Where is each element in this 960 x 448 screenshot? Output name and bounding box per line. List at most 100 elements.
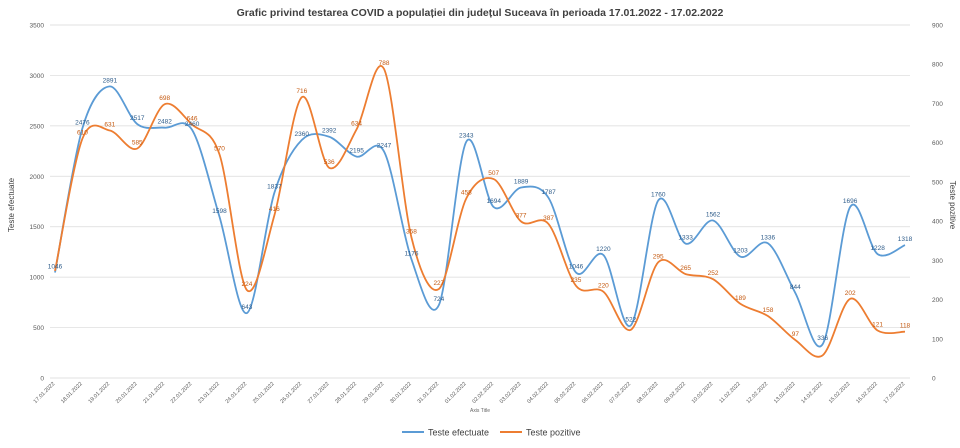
data-label: 716 [296, 88, 307, 95]
y2-tick-label: 600 [932, 140, 943, 147]
x-tick-label: 19.01.2022 [88, 381, 112, 405]
x-tick-label: 08.02.2022 [636, 381, 660, 405]
chart-title: Grafic privind testarea COVID a populați… [237, 7, 724, 19]
y2-tick-label: 0 [932, 376, 936, 383]
data-label: 844 [790, 284, 801, 291]
data-label: 1046 [569, 264, 584, 271]
data-label: 118 [900, 323, 911, 330]
x-tick-label: 05.02.2022 [554, 381, 578, 405]
data-label: 1220 [596, 246, 611, 253]
x-tick-label: 04.02.2022 [526, 381, 550, 405]
x-tick-label: 02.02.2022 [471, 381, 495, 405]
data-label: 1176 [404, 250, 418, 257]
x-tick-label: 06.02.2022 [581, 381, 605, 405]
data-label: 1598 [212, 208, 227, 215]
data-label: 220 [598, 283, 609, 290]
y2-tick-label: 700 [932, 101, 943, 108]
data-label: 585 [132, 140, 143, 147]
data-label: 235 [571, 277, 582, 284]
y2-tick-label: 100 [932, 336, 943, 343]
data-label: 358 [406, 229, 417, 236]
y2-axis-label: Teste pozitive [948, 181, 957, 230]
data-label: 570 [214, 145, 225, 152]
y-tick-label: 3000 [30, 73, 45, 80]
y-tick-label: 3500 [30, 23, 45, 30]
data-label: 634 [351, 120, 362, 127]
y2-tick-label: 400 [932, 219, 943, 226]
data-label: 252 [708, 270, 719, 277]
data-label: 1760 [651, 191, 666, 198]
y-tick-label: 0 [40, 376, 44, 383]
data-label: 646 [187, 116, 198, 123]
y2-tick-label: 300 [932, 258, 943, 265]
data-label: 1203 [733, 248, 748, 255]
x-tick-label: 27.01.2022 [307, 381, 331, 405]
data-label: 1837 [267, 184, 282, 191]
x-tick-label: 23.01.2022 [197, 381, 221, 405]
series-line-teste-pozitive [55, 66, 905, 357]
data-label: 1889 [514, 178, 529, 185]
data-label: 1228 [870, 245, 885, 252]
x-axis-label: Axis Title [470, 408, 490, 414]
x-tick-label: 09.02.2022 [663, 381, 687, 405]
x-tick-label: 16.02.2022 [855, 381, 879, 405]
data-label: 158 [762, 307, 773, 314]
x-tick-label: 29.01.2022 [362, 381, 386, 405]
y2-tick-label: 500 [932, 179, 943, 186]
data-label: 295 [653, 253, 664, 260]
data-label: 97 [792, 331, 800, 338]
x-tick-label: 17.02.2022 [883, 381, 907, 405]
x-tick-label: 15.02.2022 [828, 381, 852, 405]
data-label: 507 [488, 170, 499, 177]
data-label: 724 [433, 296, 444, 303]
data-label: 2476 [75, 119, 90, 126]
data-label: 1318 [898, 236, 913, 243]
data-label: 610 [77, 130, 88, 137]
data-label: 416 [269, 206, 280, 213]
data-label: 788 [379, 60, 390, 67]
x-tick-label: 07.02.2022 [609, 381, 633, 405]
data-label: 336 [817, 335, 828, 342]
right-axis-ticks: 0 100 200 300 400 500 600 700 800 900 [932, 23, 943, 383]
y2-tick-label: 900 [932, 23, 943, 30]
data-label: 1787 [541, 189, 556, 196]
data-label: 458 [461, 189, 472, 196]
y-tick-label: 1500 [30, 224, 45, 231]
data-label: 2392 [322, 128, 337, 135]
x-tick-label: 22.01.2022 [170, 381, 194, 405]
y2-tick-label: 800 [932, 62, 943, 69]
x-tick-label: 24.01.2022 [225, 381, 249, 405]
x-tick-label: 17.01.2022 [33, 381, 57, 405]
data-label: 2247 [377, 142, 392, 149]
data-label: 1562 [706, 211, 721, 218]
data-label: 202 [845, 290, 856, 297]
data-label: 2517 [130, 115, 145, 122]
x-tick-label: 28.01.2022 [334, 381, 358, 405]
gridlines [50, 25, 910, 378]
data-label: 643 [242, 304, 253, 311]
x-tick-label: 14.02.2022 [800, 381, 824, 405]
legend-label-teste-efectuate: Teste efectuate [428, 428, 489, 438]
x-tick-label: 12.02.2022 [746, 381, 770, 405]
y-tick-label: 2000 [30, 174, 45, 181]
data-label: 2195 [349, 148, 364, 155]
data-label: 698 [159, 95, 170, 102]
data-label: 1696 [843, 198, 858, 205]
data-label: 121 [872, 322, 883, 329]
x-tick-label: 25.01.2022 [252, 381, 276, 405]
x-tick-label: 18.01.2022 [60, 381, 84, 405]
x-tick-label: 30.01.2022 [389, 381, 413, 405]
data-label: 2891 [103, 77, 118, 84]
data-label: 522 [625, 316, 636, 323]
data-label: 265 [680, 265, 691, 272]
y2-tick-label: 200 [932, 297, 943, 304]
x-tick-label: 21.01.2022 [142, 381, 166, 405]
data-label: 1046 [48, 264, 63, 271]
data-label: 536 [324, 159, 335, 166]
data-label: 2482 [157, 119, 172, 126]
series-lines [55, 66, 905, 357]
